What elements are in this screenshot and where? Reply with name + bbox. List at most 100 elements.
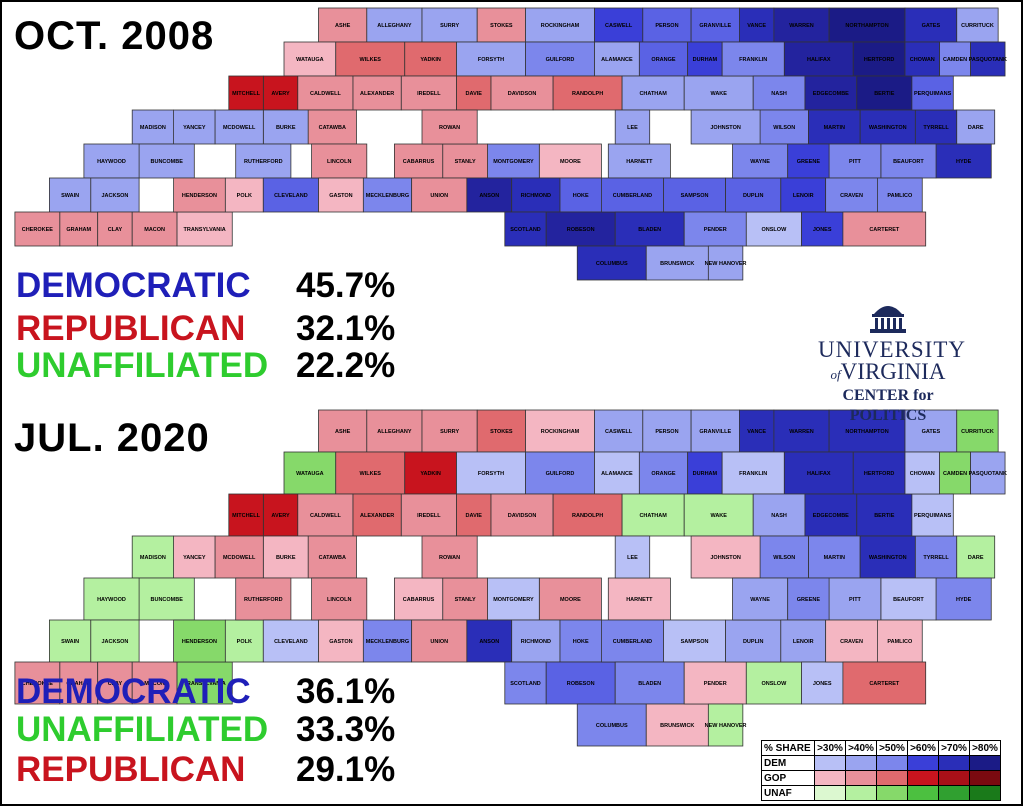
stat-value: 45.7% (296, 266, 396, 305)
county-carteret (842, 211, 927, 247)
county-label: FRANKLIN (739, 57, 767, 63)
county-dare (956, 535, 996, 579)
legend-swatch (876, 785, 908, 801)
county-alexander (352, 75, 402, 111)
county-label: WATAUGA (296, 57, 324, 63)
county-caldwell (297, 493, 354, 537)
county-map-2008: ASHE ALLEGHANY SURRY STOKES ROCKINGHAM CASWEL… (14, 7, 1007, 281)
county-label: TRANSYLVANIA (184, 227, 226, 233)
county-label: MOORE (560, 597, 581, 603)
county-hyde (935, 143, 992, 179)
county-label: CARTERET (869, 681, 900, 687)
county-label: JACKSON (101, 639, 128, 645)
county-surry (421, 7, 478, 43)
county-label: SURRY (440, 23, 459, 29)
county-label: CABARRUS (403, 159, 435, 165)
county-label: ROCKINGHAM (541, 429, 580, 435)
county-label: JACKSON (101, 193, 128, 199)
share-legend: % SHARE >30% >40% >50% >60% >70% >80% DE… (761, 740, 1001, 801)
county-label: AVERY (271, 513, 290, 519)
county-burke (262, 109, 309, 145)
county-label: RANDOLPH (572, 91, 603, 97)
county-columbus (576, 245, 647, 281)
legend-row-label: GOP (761, 770, 815, 786)
county-label: MOORE (560, 159, 581, 165)
county-label: STOKES (490, 23, 513, 29)
county-label: YANCEY (183, 555, 206, 561)
county-label: HYDE (956, 597, 972, 603)
legend-row-label: UNAF (761, 785, 815, 801)
stat-label: DEMOCRATIC (16, 266, 251, 305)
county-label: RICHMOND (521, 639, 551, 645)
stat-label: UNAFFILIATED (16, 346, 269, 385)
county-label: TYRRELL (923, 555, 949, 561)
county-label: ROCKINGHAM (541, 23, 580, 29)
county-label: PASQUOTANK (969, 57, 1007, 63)
county-label: YADKIN (420, 471, 441, 477)
county-label: HOKE (573, 193, 589, 199)
county-label: CATAWBA (319, 555, 346, 561)
county-label: SCOTLAND (510, 681, 541, 687)
county-scotland (504, 211, 547, 247)
county-label: YADKIN (420, 57, 441, 63)
county-label: HAYWOOD (97, 597, 126, 603)
county-label: STOKES (490, 429, 513, 435)
county-perquimans (911, 493, 954, 537)
county-avery (262, 493, 299, 537)
county-label: MACON (144, 227, 165, 233)
legend-header: % SHARE (761, 740, 815, 756)
legend-swatch (845, 755, 877, 771)
county-label: WILKES (360, 471, 382, 477)
county-label: PERQUIMANS (914, 91, 952, 97)
county-label: PAMLICO (887, 193, 913, 199)
county-montgomery (487, 577, 540, 621)
uva-center-for-politics-logo: UNIVERSITY ofVIRGINIA CENTER for POLITIC… (818, 300, 965, 426)
stat-value: 22.2% (296, 346, 396, 385)
county-label: VANCE (747, 429, 766, 435)
county-mcdowell (214, 109, 264, 145)
legend-threshold: >60% (907, 740, 939, 756)
county-label: NEW HANOVER (705, 261, 747, 267)
county-wayne (732, 577, 789, 621)
county-label: COLUMBUS (596, 261, 628, 267)
county-wake (683, 75, 754, 111)
county-durham (687, 451, 723, 495)
county-label: FORSYTH (478, 471, 504, 477)
county-watauga (283, 451, 337, 495)
county-label: HERTFORD (864, 471, 895, 477)
logo-virginia: VIRGINIA (840, 359, 946, 384)
county-label: LEE (627, 555, 638, 561)
legend-swatch (876, 770, 908, 786)
county-label: MECKLENBURG (366, 639, 409, 645)
county-label: MECKLENBURG (366, 193, 409, 199)
legend-swatch (907, 755, 939, 771)
county-label: MADISON (140, 555, 166, 561)
county-cleveland (262, 177, 319, 213)
county-label: CHATHAM (639, 91, 667, 97)
county-edgecombe (804, 75, 858, 111)
county-alexander (352, 493, 402, 537)
county-label: ROWAN (439, 125, 460, 131)
county-label: BUNCOMBE (151, 597, 184, 603)
county-label: PERQUIMANS (914, 513, 952, 519)
county-mecklenburg (362, 619, 413, 663)
county-franklin (721, 451, 785, 495)
county-pasquotank (970, 41, 1006, 77)
county-onslow (745, 661, 802, 705)
county-cabarrus (393, 143, 444, 179)
county-jackson (90, 619, 140, 663)
county-label: CASWELL (605, 429, 633, 435)
county-label: PERSON (655, 23, 678, 29)
county-lincoln (311, 143, 368, 179)
county-label: POLK (237, 639, 252, 645)
county-alamance (594, 451, 640, 495)
county-label: HARNETT (626, 597, 653, 603)
county-transylvania (176, 211, 233, 247)
county-label: GRANVILLE (699, 23, 731, 29)
county-label: NASH (771, 513, 787, 519)
county-franklin (721, 41, 785, 77)
county-label: GREENE (797, 597, 821, 603)
county-label: CLEVELAND (274, 193, 308, 199)
